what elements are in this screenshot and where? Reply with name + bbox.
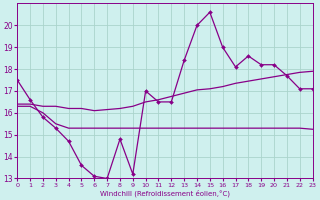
X-axis label: Windchill (Refroidissement éolien,°C): Windchill (Refroidissement éolien,°C)	[100, 189, 230, 197]
